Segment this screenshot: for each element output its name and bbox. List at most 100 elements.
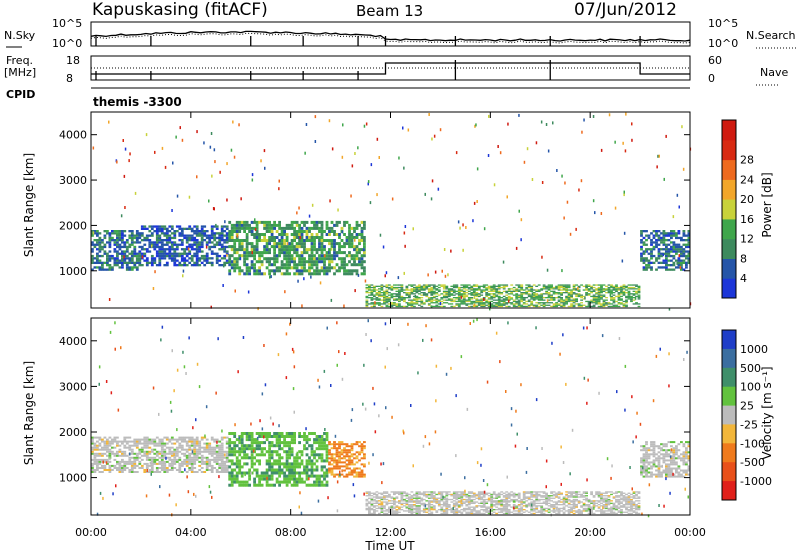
heatmap-cell <box>368 294 371 296</box>
heatmap-cell <box>195 225 199 228</box>
heatmap-cell <box>482 501 486 503</box>
heatmap-cell <box>170 458 174 461</box>
scatter-cell <box>414 294 417 298</box>
heatmap-cell <box>308 438 311 442</box>
heatmap-cell <box>258 477 261 481</box>
heatmap-cell <box>130 266 134 269</box>
heatmap-cell <box>670 232 673 235</box>
heatmap-cell <box>235 239 239 242</box>
heatmap-cell <box>285 272 289 276</box>
heatmap-cell <box>585 285 588 287</box>
heatmap-cell <box>190 471 194 473</box>
heatmap-cell <box>395 509 399 511</box>
heatmap-cell <box>265 432 269 435</box>
heatmap-cell <box>275 266 279 270</box>
heatmap-cell <box>512 304 516 306</box>
heatmap-cell <box>595 284 598 286</box>
heatmap-cell <box>470 300 474 303</box>
heatmap-cell <box>522 292 526 294</box>
heatmap-cell <box>128 230 132 233</box>
heatmap-cell <box>158 450 162 453</box>
heatmap-cell <box>630 286 633 289</box>
heatmap-cell <box>133 464 137 467</box>
heatmap-cell <box>585 300 588 303</box>
heatmap-cell <box>128 436 132 439</box>
heatmap-cell <box>250 444 254 448</box>
heatmap-cell <box>98 436 102 439</box>
heatmap-cell <box>687 243 691 246</box>
heatmap-cell <box>128 266 132 269</box>
heatmap-cell <box>480 502 484 504</box>
heatmap-cell <box>385 512 389 515</box>
heatmap-cell <box>278 456 281 460</box>
heatmap-cell <box>405 305 409 308</box>
heatmap-cell <box>607 303 611 305</box>
heatmap-cell <box>388 292 391 294</box>
heatmap-cell <box>517 304 521 306</box>
heatmap-cell <box>263 474 266 478</box>
heatmap-cell <box>462 297 466 299</box>
heatmap-cell <box>150 469 154 471</box>
heatmap-cell <box>410 290 414 292</box>
heatmap-cell <box>612 304 616 306</box>
heatmap-cell <box>108 436 112 439</box>
heatmap-cell <box>248 471 251 475</box>
heatmap-cell <box>180 448 184 451</box>
heatmap-cell <box>343 449 346 452</box>
scatter-cell <box>623 231 626 235</box>
heatmap-cell <box>530 300 534 303</box>
heatmap-cell <box>130 243 134 246</box>
heatmap-cell <box>492 297 496 299</box>
heatmap-cell <box>238 471 242 475</box>
heatmap-cell <box>328 230 331 233</box>
heatmap-cell <box>403 505 406 507</box>
heatmap-cell <box>413 501 416 503</box>
heatmap-cell <box>457 294 461 296</box>
heatmap-cell <box>365 292 369 294</box>
heatmap-cell <box>452 495 456 497</box>
heatmap-cell <box>550 286 553 289</box>
heatmap-cell <box>525 303 529 305</box>
heatmap-cell <box>323 245 326 249</box>
heatmap-cell <box>442 297 446 299</box>
heatmap-cell <box>108 452 112 455</box>
heatmap-cell <box>422 292 426 294</box>
heatmap-cell <box>385 498 389 501</box>
scatter-cell <box>594 211 596 215</box>
heatmap-cell <box>173 236 177 240</box>
heatmap-cell <box>145 227 149 230</box>
heatmap-cell <box>388 506 391 508</box>
heatmap-cell <box>368 509 371 511</box>
heatmap-cell <box>607 286 611 289</box>
scatter-cell <box>561 269 563 273</box>
heatmap-cell <box>238 230 242 233</box>
heatmap-cell <box>440 285 444 287</box>
heatmap-cell <box>482 502 486 504</box>
heatmap-cell <box>565 290 568 292</box>
heatmap-cell <box>655 234 658 237</box>
heatmap-cell <box>552 292 556 294</box>
heatmap-cell <box>253 226 256 230</box>
heatmap-cell <box>213 448 217 451</box>
heatmap-cell <box>310 266 314 270</box>
heatmap-cell <box>380 493 384 496</box>
scatter-cell <box>592 199 595 203</box>
heatmap-cell <box>383 290 386 292</box>
heatmap-cell <box>225 227 229 230</box>
heatmap-cell <box>340 449 344 452</box>
heatmap-cell <box>243 447 246 451</box>
scatter-cell <box>441 269 443 273</box>
heatmap-cell <box>310 226 314 230</box>
heatmap-cell <box>363 245 366 249</box>
heatmap-cell <box>680 252 683 255</box>
heatmap-cell <box>165 467 169 469</box>
heatmap-cell <box>150 234 154 237</box>
heatmap-cell <box>190 448 194 451</box>
heatmap-cell <box>133 261 137 264</box>
heatmap-cell <box>370 302 374 304</box>
heatmap-cell <box>677 261 681 264</box>
heatmap-cell <box>378 504 381 506</box>
heatmap-cell <box>490 289 494 291</box>
heatmap-cell <box>125 440 129 443</box>
heatmap-cell <box>545 285 548 287</box>
